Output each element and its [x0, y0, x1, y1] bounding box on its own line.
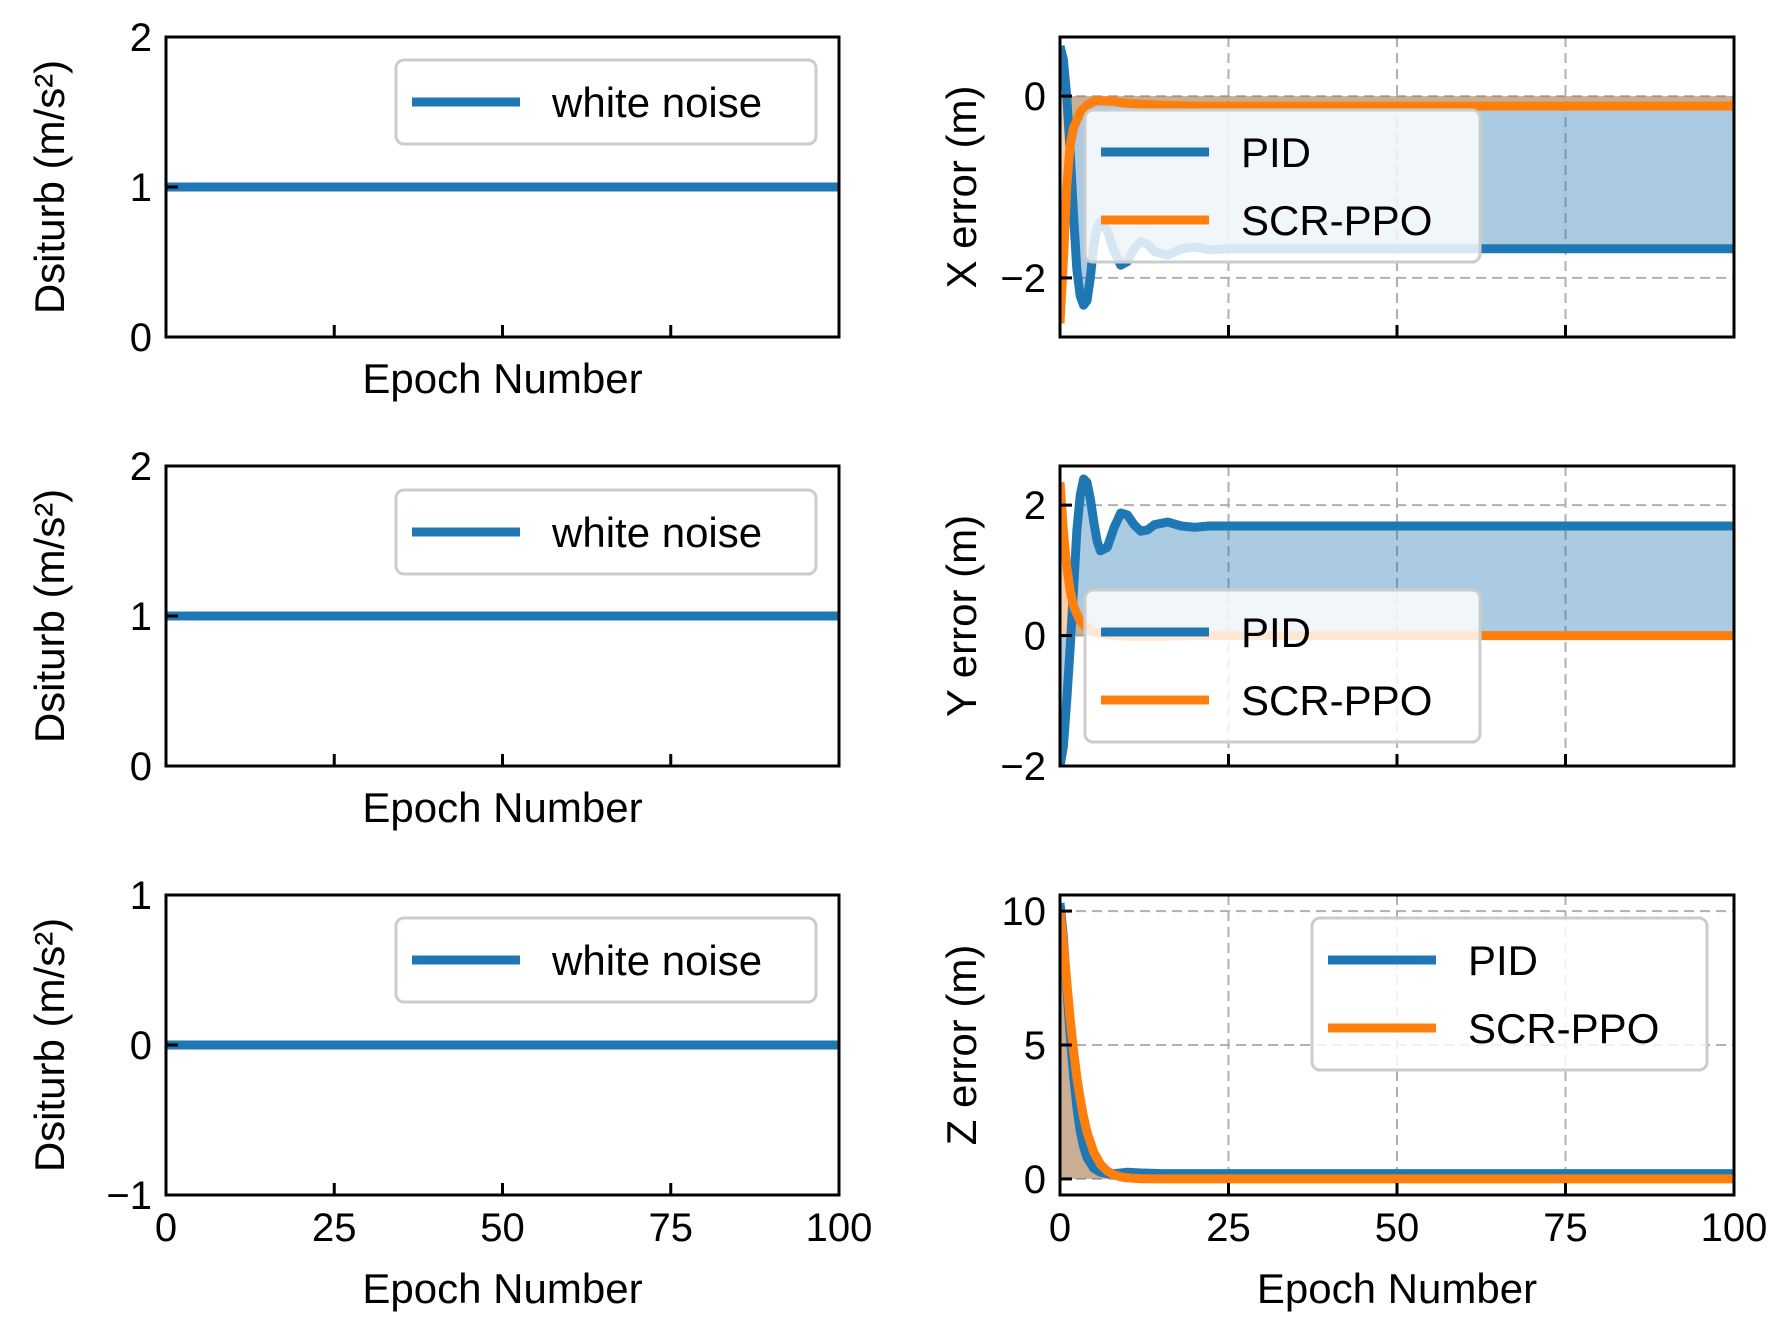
y-tick-label: 2 [1024, 484, 1046, 528]
x-axis-label: Epoch Number [1257, 1265, 1537, 1312]
legend: PID SCR-PPO [1310, 916, 1709, 1072]
legend-label: white noise [551, 509, 762, 556]
y-tick-label: −2 [1000, 745, 1046, 789]
y-tick-label: 0 [130, 745, 152, 789]
legend-label: white noise [551, 937, 762, 984]
y-tick-label: −1 [106, 1174, 152, 1218]
y-tick-label: 0 [1024, 615, 1046, 659]
chart-panel-y-error: −2 0 2 Y error (m) PID SCR-PPO [938, 464, 1736, 789]
y-tick-label: 10 [1002, 890, 1047, 934]
y-tick-label: 1 [130, 874, 152, 918]
legend: white noise [394, 58, 818, 146]
x-axis-label: Epoch Number [362, 355, 642, 402]
y-tick-label: 1 [130, 166, 152, 210]
chart-panel-disturb-y: 0 1 2 Epoch Number Dsiturb (m/s²) white noise [26, 445, 841, 831]
legend: white noise [394, 488, 818, 576]
y-tick-label: 0 [130, 1024, 152, 1068]
x-tick-label: 0 [1049, 1206, 1071, 1250]
y-axis-label: Dsiturb (m/s²) [26, 489, 73, 743]
y-axis-label: Y error (m) [938, 515, 985, 717]
legend-label: PID [1468, 937, 1538, 984]
legend-label: PID [1241, 129, 1311, 176]
y-tick-label: 0 [1024, 1158, 1046, 1202]
y-axis-label: Dsiturb (m/s²) [26, 60, 73, 314]
x-tick-label: 100 [1701, 1206, 1768, 1250]
y-tick-label: 0 [1024, 75, 1046, 119]
legend-label: SCR-PPO [1468, 1005, 1659, 1052]
x-tick-label: 75 [1543, 1206, 1588, 1250]
x-tick-label: 75 [649, 1206, 694, 1250]
y-tick-label: 5 [1024, 1024, 1046, 1068]
plot-area [1060, 902, 1734, 1184]
series-line-scr-ppo [1060, 910, 1734, 1184]
y-tick-label: 0 [130, 316, 152, 360]
y-axis-label: X error (m) [938, 86, 985, 289]
x-tick-label: 0 [155, 1206, 177, 1250]
x-tick-label: 50 [1375, 1206, 1420, 1250]
legend-label: SCR-PPO [1241, 677, 1432, 724]
chart-panel-disturb-x: 0 1 2 Epoch Number Dsiturb (m/s²) white noise [26, 16, 841, 402]
series-line-scr-ppo [1060, 96, 1734, 324]
x-tick-label: 25 [312, 1206, 357, 1250]
legend-frame [394, 488, 818, 576]
x-tick-label: 100 [806, 1206, 873, 1250]
chart-panel-x-error: −2 0 X error (m) PID SCR-PPO [938, 35, 1736, 339]
x-axis-label: Epoch Number [362, 784, 642, 831]
legend-frame [394, 58, 818, 146]
y-tick-label: −2 [1000, 257, 1046, 301]
chart-panel-z-error: 0 25 50 75 100 0 5 10 Epoch Number Z error (m) PID… [938, 890, 1767, 1312]
legend: white noise [394, 916, 818, 1004]
legend-label: SCR-PPO [1241, 197, 1432, 244]
x-axis-label: Epoch Number [362, 1265, 642, 1312]
y-tick-label: 1 [130, 595, 152, 639]
legend-frame [394, 916, 818, 1004]
y-tick-label: 2 [130, 445, 152, 489]
series-line-pid [1060, 474, 1734, 766]
y-axis-label: Dsiturb (m/s²) [26, 918, 73, 1172]
legend-label: PID [1241, 609, 1311, 656]
legend: PID SCR-PPO [1083, 588, 1482, 744]
legend: PID SCR-PPO [1083, 108, 1482, 264]
legend-label: white noise [551, 79, 762, 126]
x-tick-label: 50 [480, 1206, 525, 1250]
x-tick-label: 25 [1206, 1206, 1251, 1250]
y-axis-label: Z error (m) [938, 945, 985, 1146]
y-tick-label: 2 [130, 16, 152, 60]
